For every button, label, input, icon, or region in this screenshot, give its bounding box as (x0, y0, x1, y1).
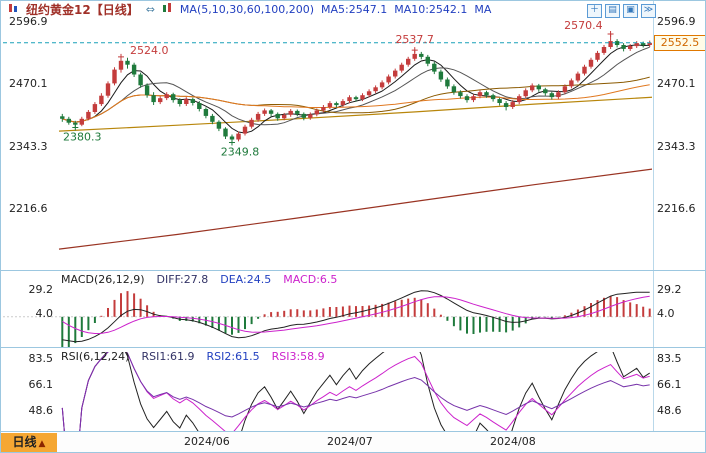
rsi-axis-tick: 48.6 (28, 404, 54, 417)
macd-axis-tick: 4.0 (35, 307, 54, 320)
rsi-axis-tick: 83.5 (28, 352, 54, 365)
x-axis-date-label: 2024/06 (184, 435, 230, 448)
fullscreen-icon[interactable]: ▣ (623, 4, 638, 18)
rsi1-value: RSI1:61.9 (141, 350, 195, 363)
macd-header: MACD(26,12,9) DIFF:27.8 DEA:24.5 MACD:6.… (61, 273, 337, 286)
panel-divider (1, 270, 705, 271)
ma-truncated-label: MA (474, 3, 492, 16)
macd-axis-tick: 29.2 (28, 283, 54, 296)
rsi-axis-tick: 66.1 (657, 378, 682, 391)
period-tab-label: 日线 (12, 435, 37, 449)
rsi-title: RSI(6,12,24) (61, 350, 130, 363)
ma5-value: MA5:2547.1 (320, 3, 388, 16)
svg-text:2570.4: 2570.4 (564, 19, 603, 32)
panel-divider (1, 347, 705, 348)
macd-axis-tick: 29.2 (657, 283, 682, 296)
rsi-axis-tick: 83.5 (657, 352, 682, 365)
tab-arrow-icon: ▲ (38, 439, 46, 449)
indicator-icon (162, 2, 173, 17)
rsi-header: RSI(6,12,24) RSI1:61.9 RSI2:61.5 RSI3:58… (61, 350, 325, 363)
period-tab-daily[interactable]: 日线 ▲ (1, 433, 57, 452)
price-axis-tick: 2470.1 (9, 77, 48, 90)
macd-title: MACD(26,12,9) (61, 273, 145, 286)
macd-axis-tick: 4.0 (657, 307, 675, 320)
svg-text:2537.7: 2537.7 (395, 33, 434, 46)
window-toolbar: ＋ ▤ ▣ ≫ (587, 4, 656, 18)
rsi-axis-tick: 48.6 (657, 404, 682, 417)
ma10-value: MA10:2542.1 (394, 3, 468, 16)
kline-icon (8, 2, 19, 17)
price-axis-tick: 2216.6 (9, 202, 48, 215)
price-axis-tick: 2216.6 (657, 202, 696, 215)
diff-value: DIFF:27.8 (156, 273, 209, 286)
bottom-bar: 日线 ▲ 2024/06 2024/07 2024/08 (1, 431, 705, 452)
dea-value: DEA:24.5 (220, 273, 272, 286)
svg-text:2524.0: 2524.0 (130, 44, 169, 57)
panel-layout-icon[interactable]: ▤ (605, 4, 620, 18)
price-axis-tick: 2470.1 (657, 77, 696, 90)
ma-params-label: MA(5,10,30,60,100,200) (179, 3, 314, 16)
macd-value: MACD:6.5 (283, 273, 338, 286)
price-axis-tick: 2343.3 (9, 140, 48, 153)
x-axis-date-label: 2024/07 (327, 435, 373, 448)
axis-divider (653, 1, 654, 432)
link-arrows-icon[interactable]: ⇔ (145, 3, 155, 16)
price-axis-tick: 2596.9 (657, 15, 696, 28)
zoom-in-icon[interactable]: ＋ (587, 4, 602, 18)
next-page-icon[interactable]: ≫ (641, 4, 656, 18)
x-axis-date-label: 2024/08 (490, 435, 536, 448)
rsi-axis-tick: 66.1 (28, 378, 54, 391)
rsi2-value: RSI2:61.5 (206, 350, 260, 363)
instrument-title: 纽约黄金12【日线】 (26, 3, 139, 17)
price-axis-tick: 2596.9 (9, 15, 48, 28)
chart-header: 纽约黄金12【日线】 ⇔ MA(5,10,30,60,100,200) MA5:… (8, 2, 491, 17)
rsi3-value: RSI3:58.9 (271, 350, 325, 363)
svg-text:2349.8: 2349.8 (221, 146, 260, 159)
svg-text:2380.3: 2380.3 (63, 131, 102, 144)
last-price-badge: 2552.5 (654, 35, 705, 51)
price-axis-tick: 2343.3 (657, 140, 696, 153)
